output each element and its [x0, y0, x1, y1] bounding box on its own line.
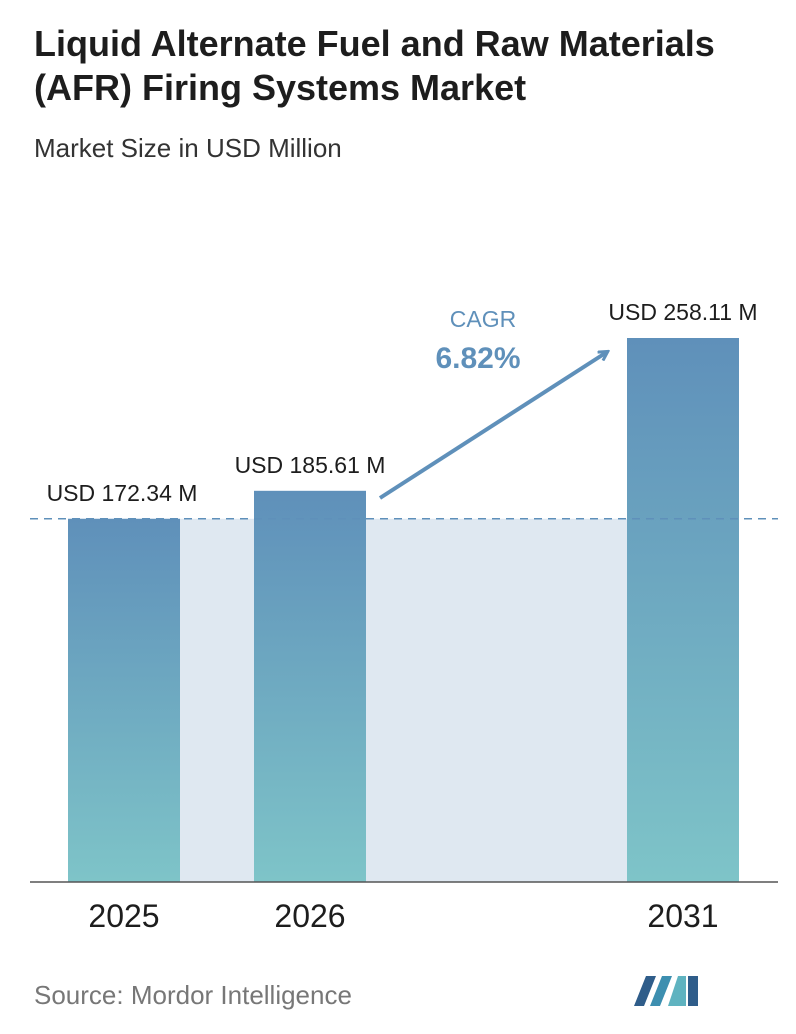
x-tick-label: 2026	[274, 898, 345, 934]
source-credit: Source: Mordor Intelligence	[34, 980, 352, 1010]
cagr-value: 6.82%	[435, 342, 520, 375]
chart-title: Liquid Alternate Fuel and Raw Materials …	[34, 23, 715, 108]
bar-value-label: USD 258.11 M	[608, 299, 757, 325]
bar-value-label: USD 185.61 M	[235, 452, 386, 478]
bar-chart: USD 172.34 M USD 185.61 M USD 258.11 M 202…	[30, 299, 778, 934]
bar-2031	[627, 338, 739, 882]
bar-2026	[254, 490, 366, 882]
bar-value-label: USD 172.34 M	[47, 480, 198, 506]
cagr-label: CAGR	[450, 306, 516, 332]
mordor-intelligence-logo-icon	[634, 976, 698, 1006]
x-tick-label: 2031	[647, 898, 718, 934]
cagr-arrow	[378, 352, 607, 500]
bar-2025	[68, 518, 180, 882]
chart-subtitle: Market Size in USD Million	[34, 133, 342, 163]
x-tick-label: 2025	[88, 898, 159, 934]
